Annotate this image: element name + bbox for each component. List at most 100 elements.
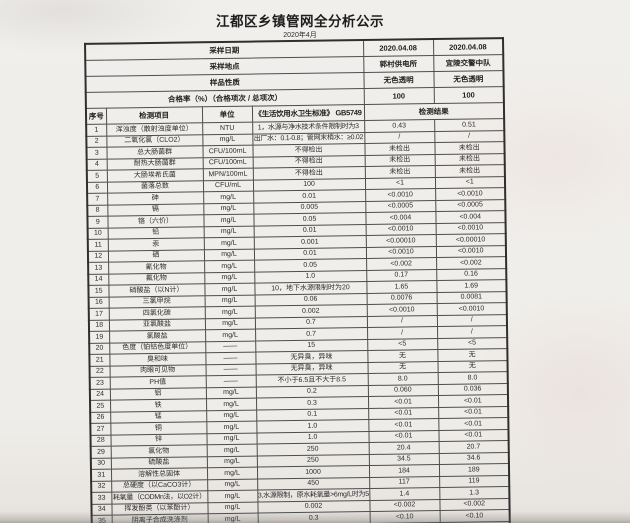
row-unit: mg/L <box>207 478 258 491</box>
page-title: 江都区乡镇管网全分析公示 <box>216 14 384 29</box>
row-result-2: 20.7 <box>438 440 509 454</box>
row-result-2: 8.0 <box>437 371 508 385</box>
row-result-2: 34.6 <box>438 452 509 465</box>
row-result-2: 0.51 <box>434 118 505 132</box>
sample-date-site2: 2020.04.08 <box>433 38 504 56</box>
row-no: 19 <box>89 331 110 343</box>
row-result-2: 0.036 <box>437 383 508 396</box>
row-no: 26 <box>90 411 111 424</box>
row-no: 4 <box>86 158 107 171</box>
water-analysis-table: 采样日期 2020.04.08 2020.04.08 采样地点 郭村供电所 宜陵… <box>84 37 512 523</box>
row-result-1: 0.17 <box>366 269 437 282</box>
row-unit: mg/L <box>206 409 257 422</box>
row-no: 31 <box>90 469 112 481</box>
row-result-1: 34.5 <box>368 453 439 466</box>
row-result-2: 无 <box>437 348 508 362</box>
row-result-2: <0.01 <box>438 406 509 419</box>
row-result-2: <0.004 <box>435 210 506 224</box>
col-header-standard: 《生活饮用水卫生标准》 GB5749 <box>251 104 365 123</box>
col-header-item: 检测项目 <box>105 106 203 125</box>
row-no: 5 <box>86 170 107 182</box>
row-unit: CFU/100mL <box>202 156 253 169</box>
row-result-1: <0.0010 <box>366 303 437 317</box>
row-result-2: 未检出 <box>434 164 505 178</box>
row-result-2: <0.01 <box>437 394 509 408</box>
row-result-1: 1.4 <box>369 487 440 500</box>
sample-nature-2: 无色透明 <box>433 70 504 88</box>
row-unit: mg/L <box>203 225 254 238</box>
row-unit: mg/L <box>203 214 254 227</box>
row-no: 23 <box>89 377 110 389</box>
row-no: 7 <box>87 193 108 205</box>
row-no: 18 <box>88 319 110 332</box>
row-result-2: <0.0010 <box>436 302 507 316</box>
row-result-1: 184 <box>368 464 440 477</box>
row-no: 20 <box>89 342 110 355</box>
row-result-1: <0.0010 <box>365 188 436 202</box>
row-unit: mg/L <box>203 191 254 204</box>
sample-date-site1: 2020.04.08 <box>363 39 434 57</box>
row-unit: mg/L <box>204 260 255 273</box>
row-no: 16 <box>88 296 109 309</box>
scan-bottom-shadow <box>0 511 630 523</box>
row-unit: CFU/100mL <box>202 145 253 158</box>
col-header-seq: 序号 <box>85 108 107 125</box>
row-result-2: <5 <box>437 337 508 350</box>
row-unit: mg/L <box>206 455 257 468</box>
row-unit: mg/L <box>204 271 255 284</box>
row-unit: —— <box>205 340 256 353</box>
row-result-1: <0.01 <box>368 430 439 443</box>
row-result-1: 0.43 <box>364 119 435 133</box>
row-result-2: 189 <box>438 463 510 477</box>
row-no: 8 <box>87 204 108 217</box>
row-result-2: <0.0010 <box>435 245 507 258</box>
row-result-2: / <box>434 130 505 143</box>
row-result-1: <0.0010 <box>365 223 436 236</box>
row-result-2: <1 <box>434 176 506 189</box>
row-no: 1 <box>86 124 107 136</box>
row-unit: mg/L <box>206 467 258 480</box>
row-result-1: 1.65 <box>366 280 437 294</box>
row-result-2: <0.00010 <box>435 233 506 247</box>
row-result-1: <0.0010 <box>365 246 437 259</box>
row-no: 21 <box>89 354 110 366</box>
row-result-2: 0.16 <box>436 268 507 281</box>
row-no: 14 <box>88 273 109 286</box>
row-result-2: <0.002 <box>436 256 507 270</box>
row-no: 13 <box>88 262 109 274</box>
row-unit: mg/L <box>204 317 256 330</box>
row-unit: mg/L <box>206 421 257 434</box>
row-result-1: / <box>367 326 438 340</box>
row-result-1: / <box>366 315 438 328</box>
row-result-1: <0.01 <box>368 407 439 420</box>
row-no: 9 <box>87 216 108 228</box>
row-result-2: <0.01 <box>438 429 509 442</box>
row-unit: mg/L <box>206 444 257 457</box>
row-result-1: <0.01 <box>368 418 439 431</box>
row-result-1: 8.0 <box>367 372 438 386</box>
row-result-2: <0.002 <box>439 498 510 511</box>
row-no: 32 <box>91 480 112 493</box>
row-result-2: / <box>437 325 508 339</box>
row-unit: —— <box>205 352 256 365</box>
pass-rate-1: 100 <box>363 87 434 105</box>
row-no: 30 <box>90 457 111 470</box>
row-result-1: 未检出 <box>364 142 435 156</box>
row-no: 33 <box>91 492 112 504</box>
sample-nature-1: 无色透明 <box>363 71 434 89</box>
row-result-1: 无 <box>367 361 438 374</box>
sample-site-1: 郭村供电所 <box>363 55 434 73</box>
row-unit: mg/L <box>204 294 255 307</box>
row-result-2: <0.0010 <box>435 187 506 201</box>
row-unit: mg/L <box>203 237 254 250</box>
row-unit: mg/L <box>203 202 254 215</box>
row-result-1: 0.060 <box>367 384 438 397</box>
row-unit: mg/L <box>204 306 255 319</box>
row-no: 6 <box>86 181 108 194</box>
row-no: 10 <box>87 227 108 240</box>
row-unit: mg/L <box>205 386 256 399</box>
row-result-2: 1.3 <box>439 486 510 500</box>
row-result-1: 20.4 <box>368 441 439 454</box>
row-result-1: <0.002 <box>369 499 440 512</box>
